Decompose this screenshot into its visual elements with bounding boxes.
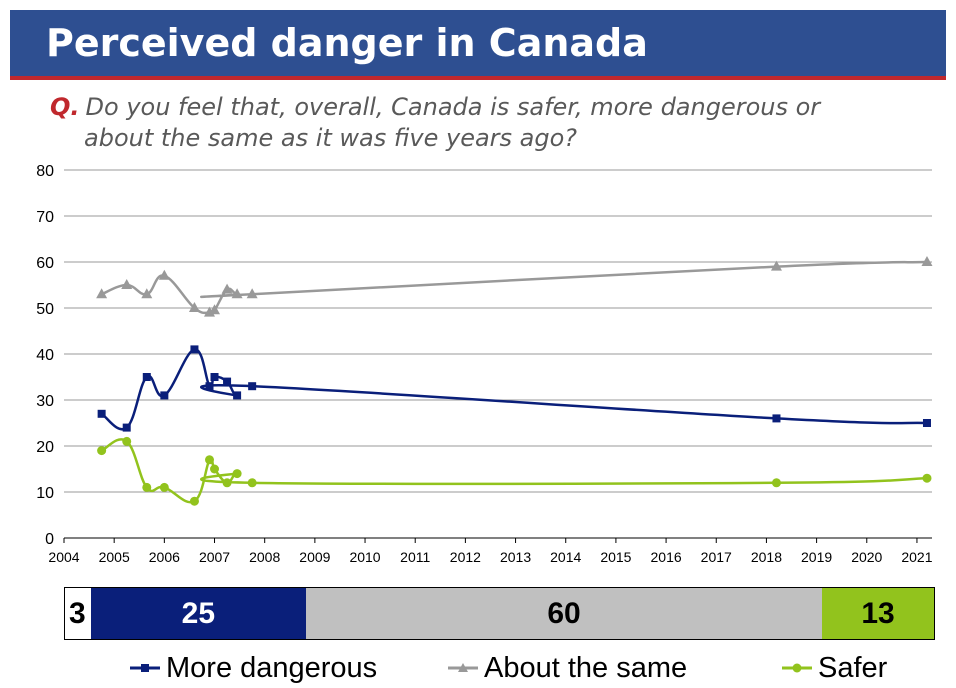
point-about-the-same [141, 288, 153, 299]
point-about-the-same [231, 288, 243, 299]
legend-item-about-same: About the same [448, 648, 687, 688]
point-more-dangerous [160, 391, 169, 400]
chart-series [96, 256, 933, 506]
x-tick-label: 2020 [851, 549, 882, 565]
bar-segment-label: 25 [181, 596, 216, 630]
x-tick-label: 2006 [149, 549, 180, 565]
point-safer [247, 478, 257, 488]
point-safer [122, 436, 132, 446]
point-about-the-same [158, 269, 170, 280]
point-safer [922, 473, 932, 483]
bar-segment-dont-know: 3 [65, 588, 91, 639]
point-safer [142, 482, 152, 492]
question-text-1: Do you feel that, overall, Canada is saf… [85, 93, 821, 121]
x-tick-label: 2009 [299, 549, 330, 565]
legend-triangle-marker-icon [448, 663, 478, 672]
x-tick-label: 2018 [751, 549, 782, 565]
y-tick-label: 20 [36, 439, 54, 456]
point-safer [210, 464, 220, 474]
point-safer [205, 455, 215, 465]
point-safer [232, 469, 242, 479]
question-marker: Q. [50, 93, 80, 121]
x-tick-label: 2021 [901, 549, 932, 565]
bar-segment-label: 3 [69, 596, 86, 630]
series-line-safer [101, 438, 928, 504]
point-safer [159, 482, 169, 492]
legend-label-more-dangerous: More dangerous [166, 651, 378, 684]
y-tick-label: 70 [36, 209, 54, 226]
point-safer [97, 446, 107, 456]
chart-gridlines [64, 169, 932, 539]
x-tick-label: 2016 [651, 549, 682, 565]
point-about-the-same [209, 304, 221, 315]
point-about-the-same [221, 283, 233, 294]
bar-segment-safer: 13 [822, 588, 934, 639]
x-tick-label: 2014 [550, 549, 581, 565]
y-tick-label: 60 [36, 255, 54, 272]
point-about-the-same [246, 288, 258, 299]
y-tick-label: 40 [36, 347, 54, 364]
x-tick-label: 2015 [600, 549, 631, 565]
y-tick-label: 30 [36, 393, 54, 410]
y-tick-label: 10 [36, 485, 54, 502]
y-axis: 0 10 20 30 40 50 60 70 80 [36, 163, 54, 548]
x-tick-label: 2008 [249, 549, 280, 565]
point-safer [222, 478, 232, 488]
legend-item-more-dangerous: More dangerous [130, 648, 377, 688]
y-tick-label: 50 [36, 301, 54, 318]
point-safer [771, 478, 781, 488]
chart-legend: More dangerous About the same Safer [0, 648, 956, 688]
legend-label-about-same: About the same [484, 651, 688, 684]
point-about-the-same [188, 302, 200, 312]
x-tick-label: 2012 [450, 549, 481, 565]
point-more-dangerous [248, 382, 257, 391]
x-axis: 2004 2005 2006 2007 2008 2009 2010 2011 2012 2013… [48, 538, 933, 565]
legend-square-marker-icon [130, 664, 160, 672]
bar-segment-label: 13 [861, 596, 895, 630]
series-line-more-dangerous [100, 348, 928, 431]
x-tick-label: 2011 [400, 549, 430, 565]
y-tick-label: 80 [36, 163, 54, 180]
page-title: Perceived danger in Canada [46, 21, 648, 65]
point-about-the-same [921, 256, 933, 266]
x-tick-label: 2005 [99, 549, 130, 565]
point-more-dangerous [210, 373, 219, 381]
point-about-the-same [96, 288, 108, 299]
bar-segment-about-same: 60 [305, 588, 823, 639]
point-more-dangerous [205, 382, 214, 391]
question-line-1: Q. Do you feel that, overall, Canada is s… [50, 92, 930, 123]
point-more-dangerous [122, 423, 131, 432]
point-more-dangerous [922, 419, 931, 427]
x-tick-label: 2004 [48, 549, 79, 565]
bar-segment-more-dangerous: 25 [90, 588, 306, 639]
legend-label-safer: Safer [818, 651, 888, 684]
point-more-dangerous [190, 345, 199, 354]
point-more-dangerous [97, 409, 106, 418]
point-about-the-same [121, 279, 133, 289]
point-safer [189, 496, 199, 506]
survey-question: Q. Do you feel that, overall, Canada is s… [50, 92, 930, 154]
x-tick-label: 2017 [701, 549, 732, 565]
x-tick-label: 2019 [801, 549, 832, 565]
title-bar: Perceived danger in Canada [10, 10, 946, 80]
legend-circle-marker-icon [782, 663, 812, 673]
x-tick-label: 2013 [500, 549, 531, 565]
summary-stacked-bar: 3 25 60 13 [64, 587, 935, 640]
legend-item-safer: Safer [782, 648, 887, 688]
y-tick-label: 0 [45, 531, 54, 548]
point-more-dangerous [223, 377, 232, 386]
point-more-dangerous [233, 391, 242, 400]
x-tick-label: 2010 [349, 549, 380, 565]
point-more-dangerous [142, 373, 151, 381]
point-about-the-same [770, 260, 782, 271]
bar-segment-label: 60 [547, 596, 581, 630]
x-tick-label: 2007 [199, 549, 230, 565]
question-text-2: about the same as it was five years ago? [84, 124, 578, 152]
point-more-dangerous [772, 414, 781, 423]
